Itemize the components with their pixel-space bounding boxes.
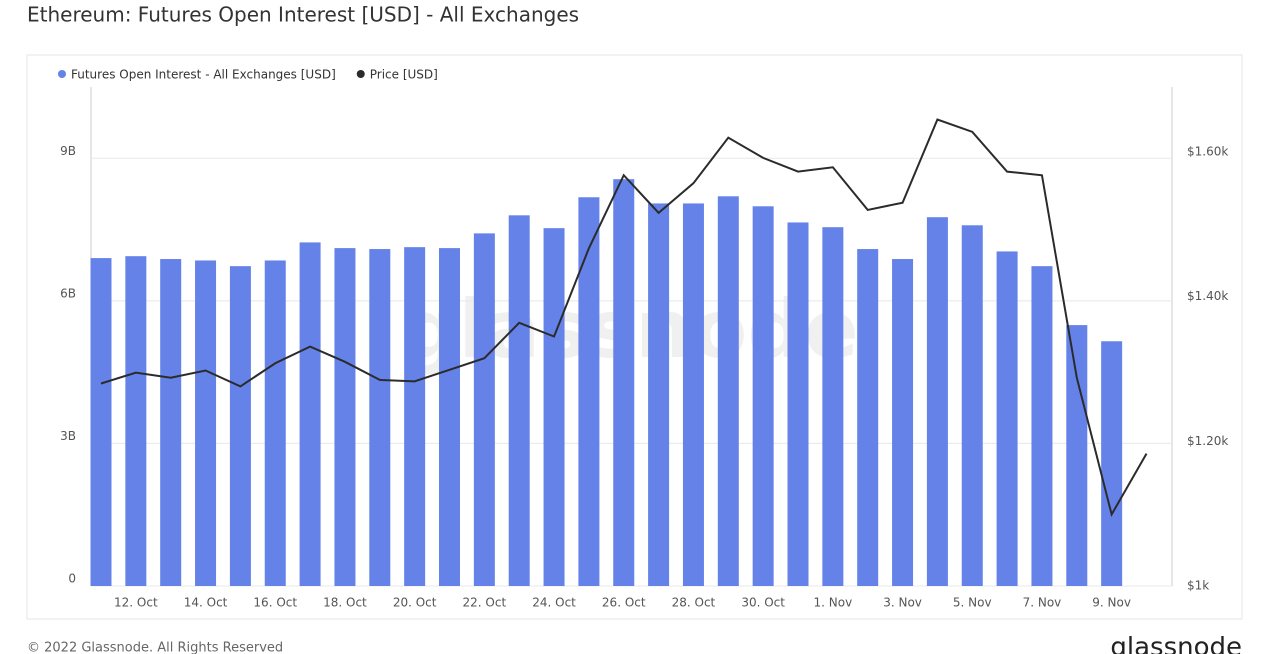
x-tick-label: 20. Oct: [393, 596, 437, 610]
bar: [961, 225, 983, 586]
legend-marker: [58, 70, 66, 78]
bar: [787, 222, 809, 586]
y-tick-label: 3B: [60, 429, 76, 443]
bar: [996, 251, 1018, 587]
bar: [473, 233, 495, 586]
x-tick-label: 5. Nov: [953, 596, 992, 610]
x-tick-label: 22. Oct: [463, 596, 507, 610]
y2-tick-label: $1.20k: [1187, 434, 1228, 448]
bar: [543, 228, 565, 586]
bar: [195, 260, 217, 586]
chart-frame: [26, 54, 1243, 620]
bar: [264, 260, 286, 586]
price-line: [100, 118, 1148, 518]
bar: [334, 248, 356, 586]
bar: [752, 206, 774, 586]
bar: [508, 215, 530, 587]
bar: [1101, 341, 1123, 586]
bar: [229, 266, 251, 586]
bar: [892, 259, 914, 586]
x-tick-label: 3. Nov: [883, 596, 922, 610]
x-tick-label: 7. Nov: [1023, 596, 1062, 610]
bar: [1066, 325, 1088, 586]
y2-tick-label: $1.60k: [1187, 145, 1228, 159]
x-tick-label: 12. Oct: [114, 596, 158, 610]
x-tick-label: 30. Oct: [741, 596, 785, 610]
x-tick-label: 1. Nov: [814, 596, 853, 610]
bar: [822, 227, 844, 586]
x-tick-label: 26. Oct: [602, 596, 646, 610]
x-tick-label: 14. Oct: [184, 596, 228, 610]
bar: [1031, 266, 1053, 586]
brand-logo: glassnode: [1110, 633, 1242, 654]
bar: [369, 249, 391, 586]
x-tick-label: 16. Oct: [253, 596, 297, 610]
bar: [682, 203, 704, 586]
bar: [404, 247, 426, 586]
y-tick-label: 6B: [60, 286, 76, 300]
bar: [299, 242, 321, 586]
x-tick-label: 28. Oct: [672, 596, 716, 610]
bar: [857, 249, 879, 586]
bar: [926, 217, 948, 586]
bar: [613, 179, 635, 586]
y-tick-label: 0: [68, 572, 76, 586]
bar: [439, 248, 460, 586]
legend-label: Price [USD]: [370, 68, 438, 82]
x-tick-label: 24. Oct: [532, 596, 576, 610]
y-tick-label: 9B: [60, 144, 76, 158]
legend-marker: [356, 70, 365, 78]
bar: [160, 259, 182, 586]
legend-label: Futures Open Interest - All Exchanges [U…: [71, 68, 336, 82]
footer: © 2022 Glassnode. All Rights Reserved: [27, 641, 283, 654]
bar: [578, 197, 600, 586]
y2-tick-label: $1k: [1187, 579, 1209, 593]
y2-tick-label: $1.40k: [1187, 289, 1228, 303]
bar: [648, 203, 670, 586]
x-tick-label: 9. Nov: [1092, 596, 1131, 610]
bar: [717, 196, 739, 587]
bar: [125, 256, 147, 586]
chart-title: Ethereum: Futures Open Interest [USD] - …: [27, 3, 579, 27]
bar: [90, 258, 112, 586]
x-tick-label: 18. Oct: [323, 596, 367, 610]
